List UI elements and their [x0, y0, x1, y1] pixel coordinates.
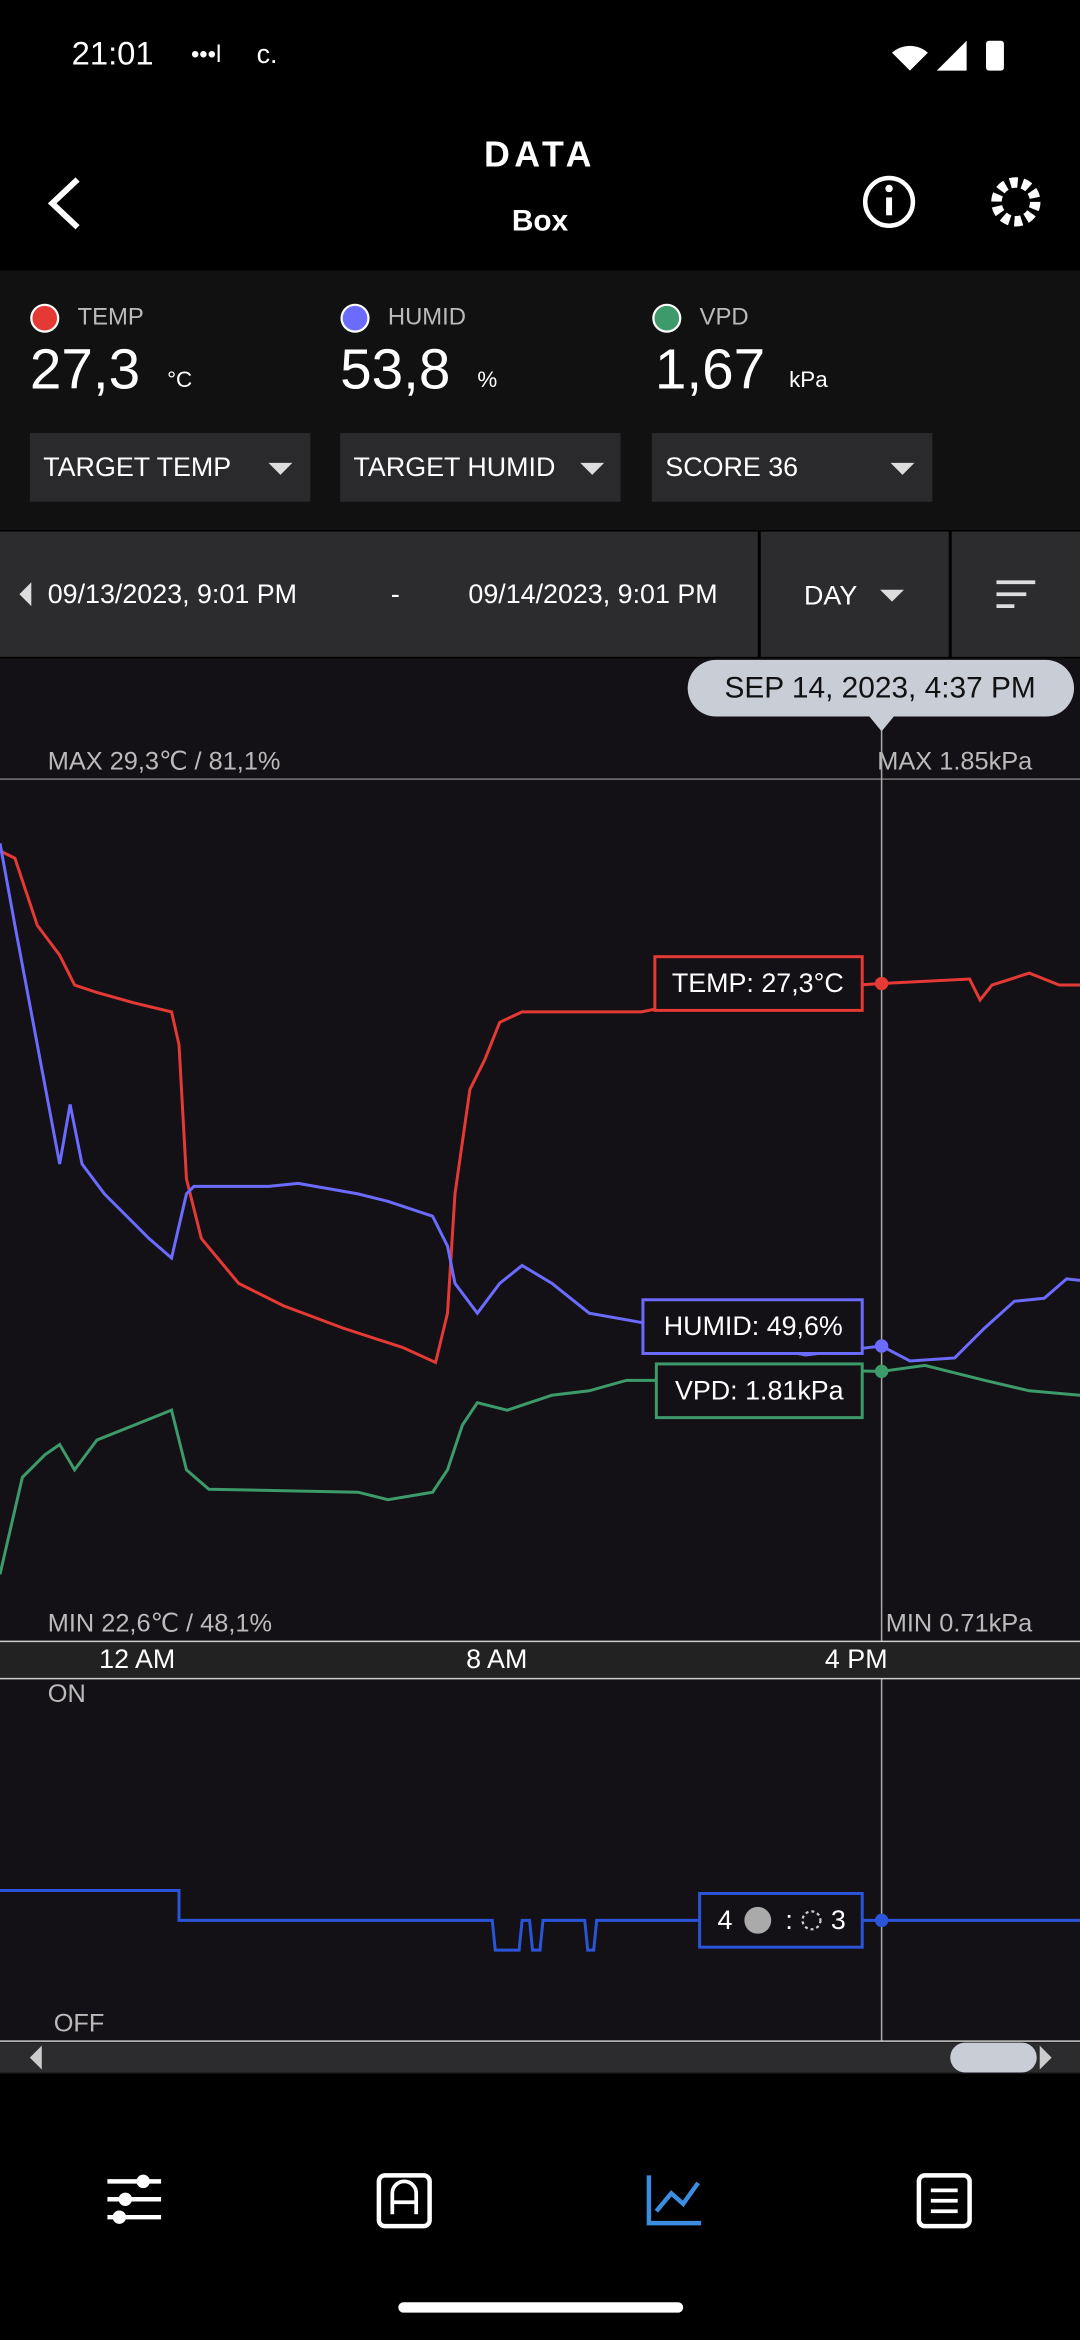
temp-point — [874, 976, 889, 991]
fan-left: 4 — [718, 1905, 733, 1935]
settings-button[interactable] — [991, 177, 1041, 227]
vpd-label: VPD: 1.81kPa — [654, 1362, 864, 1420]
nav-controls[interactable] — [107, 2174, 162, 2224]
scroll-left[interactable] — [29, 2045, 42, 2070]
header-title: DATA — [484, 135, 596, 175]
tooltip: SEP 14, 2023, 4:37 PM — [687, 659, 1075, 732]
back-button[interactable] — [47, 177, 80, 230]
dropdown-label: TARGET TEMP — [43, 452, 231, 482]
humid-label: HUMID: 49,6% — [641, 1298, 864, 1355]
fan-label: 4 : 3 — [698, 1891, 864, 1949]
fan-right: 3 — [831, 1905, 846, 1935]
temp-label: TEMP: 27,3°C — [653, 955, 864, 1012]
humid-point — [874, 1339, 889, 1353]
nav-data[interactable] — [646, 2175, 702, 2226]
vpd-dot — [652, 303, 682, 333]
home-indicator — [398, 2302, 684, 2313]
label-text: VPD: 1.81kPa — [675, 1375, 844, 1405]
wifi-icon — [892, 45, 928, 71]
signal-dots: •••l — [191, 41, 221, 68]
reading-label: HUMID — [388, 304, 466, 331]
humid-line — [0, 843, 1080, 1363]
period-dropdown[interactable]: DAY — [804, 580, 904, 610]
signal-icon — [936, 40, 967, 71]
reading-value: 53,8 — [340, 338, 450, 401]
max-left: MAX 29,3℃ / 81,1% — [48, 747, 281, 775]
nav-auto[interactable] — [376, 2173, 432, 2229]
label-text: TEMP: 27,3°C — [672, 968, 844, 998]
reading-unit: % — [477, 367, 497, 392]
fan-line — [0, 1889, 1080, 1952]
fan-point — [874, 1913, 889, 1928]
time-label: 12 AM — [99, 1644, 175, 1674]
tooltip-text: SEP 14, 2023, 4:37 PM — [725, 672, 1036, 705]
battery-icon — [986, 40, 1004, 71]
temp-line — [0, 849, 1080, 1365]
dropdown[interactable]: SCORE 36 — [651, 433, 933, 502]
temp-dot — [30, 303, 60, 333]
status-time: 21:01 — [72, 34, 154, 71]
range-separator: - — [391, 579, 400, 609]
humid-dot — [340, 303, 370, 333]
dropdown-label: TARGET HUMID — [354, 452, 556, 482]
nav-log[interactable] — [916, 2173, 972, 2229]
reading-value: 27,3 — [30, 338, 140, 401]
time-axis — [0, 1641, 1080, 1679]
max-right: MAX 1.85kPa — [877, 747, 1033, 775]
time-label: 8 AM — [466, 1644, 527, 1674]
dropdown-label: SCORE 36 — [665, 452, 798, 482]
dropdown[interactable]: TARGET HUMID — [340, 433, 621, 502]
scroll-right[interactable] — [1039, 2045, 1052, 2070]
dropdown[interactable]: TARGET TEMP — [29, 433, 311, 502]
time-label: 4 PM — [825, 1644, 888, 1674]
min-right: MIN 0.71kPa — [886, 1610, 1033, 1638]
reading-unit: °C — [167, 367, 192, 392]
range-start[interactable]: 09/13/2023, 9:01 PM — [48, 579, 297, 609]
period-label: DAY — [804, 580, 857, 610]
header-subtitle: Box — [512, 205, 569, 238]
reading-unit: kPa — [789, 367, 828, 392]
reading-label: VPD — [700, 304, 749, 331]
label-text: HUMID: 49,6% — [664, 1311, 843, 1341]
chart-area — [0, 658, 1080, 2074]
range-prev[interactable] — [19, 582, 32, 607]
fan-sep: : — [785, 1905, 792, 1935]
vpd-point — [874, 1364, 889, 1379]
scroll-thumb[interactable] — [950, 2042, 1037, 2073]
sort-button[interactable] — [996, 580, 1036, 608]
range-bar — [0, 531, 1080, 657]
reading-label: TEMP — [78, 304, 144, 331]
off-label: OFF — [54, 2009, 105, 2037]
info-button[interactable] — [862, 175, 916, 228]
reading-value: 1,67 — [655, 338, 765, 401]
min-left: MIN 22,6℃ / 48,1% — [48, 1610, 272, 1638]
status-carrier: c. — [257, 39, 278, 69]
on-label: ON — [48, 1680, 86, 1708]
scrollbar[interactable] — [0, 2042, 1080, 2073]
range-end[interactable]: 09/14/2023, 9:01 PM — [468, 579, 717, 609]
